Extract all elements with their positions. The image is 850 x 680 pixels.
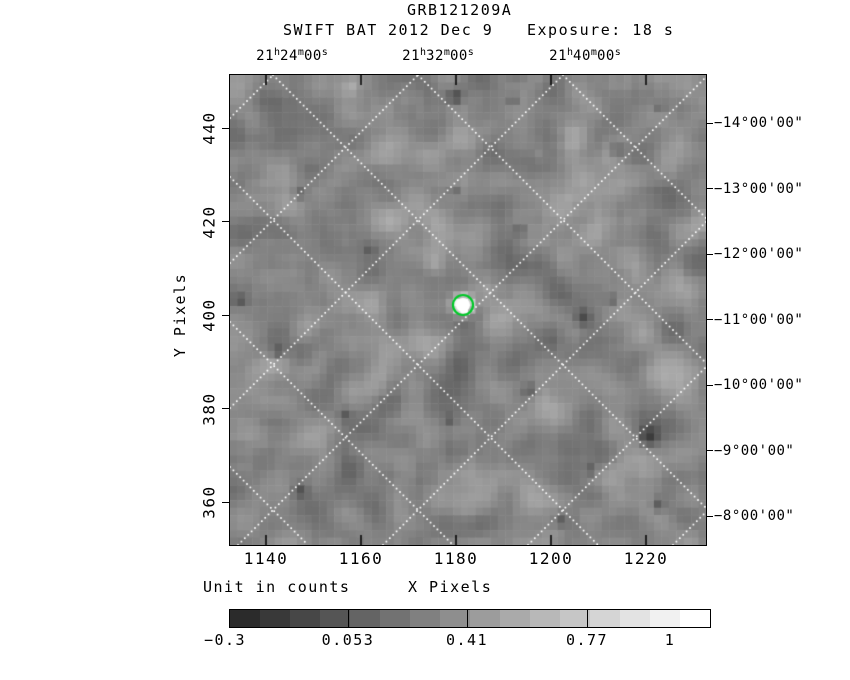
colorbar-segment (290, 610, 320, 627)
colorbar-tick (587, 610, 588, 627)
ra-value: 40 (573, 48, 591, 64)
ra-value: 21 (549, 48, 568, 64)
dec-axis-tick (706, 515, 713, 517)
x-tick-label: 1220 (623, 549, 669, 568)
y-axis-tick (222, 408, 229, 409)
y-tick-label: 440 (199, 111, 219, 145)
colorbar-tick (348, 610, 349, 627)
colorbar-segment (680, 610, 710, 627)
colorbar-tick-label: 0.77 (565, 631, 609, 649)
ra-value: 00 (449, 48, 468, 64)
ra-unit: m (297, 47, 304, 58)
ra-value: 21 (256, 48, 275, 64)
colorbar-segment (500, 610, 530, 627)
colorbar-segment (560, 610, 590, 627)
plot-title: GRB121209A (407, 1, 513, 19)
ra-value: 00 (596, 48, 615, 64)
ra-unit: m (590, 47, 597, 58)
y-tick-label: 380 (199, 391, 219, 426)
colorbar-segment (230, 610, 260, 627)
colorbar-segment (470, 610, 500, 627)
colorbar-segment (260, 610, 290, 627)
y-tick-label: 420 (199, 204, 219, 239)
ra-tick-label: 21h24m00s (256, 47, 328, 64)
ra-value: 24 (280, 48, 298, 64)
y-axis-tick (222, 221, 229, 222)
colorbar (229, 609, 711, 628)
ra-unit: s (467, 47, 474, 58)
dec-axis-tick (706, 122, 713, 124)
x-axis-title: X Pixels (408, 578, 493, 596)
colorbar-segment (440, 610, 470, 627)
y-tick-label: 360 (199, 485, 219, 519)
ra-tick-label: 21h40m00s (549, 47, 621, 64)
y-axis-tick (222, 501, 229, 503)
ra-value: 00 (303, 48, 322, 64)
x-tick-label: 1200 (528, 549, 574, 568)
ra-unit: h (274, 47, 281, 58)
colorbar-unit-label: Unit in counts (203, 578, 351, 596)
dec-axis-tick (706, 253, 713, 255)
dec-tick-label: −8°00'00" (714, 508, 795, 524)
colorbar-tick-label: 1 (664, 631, 676, 649)
dec-tick-label: −9°00'00" (714, 442, 795, 459)
ra-tick-label: 21h32m00s (402, 47, 474, 64)
x-tick-label: 1180 (433, 549, 479, 568)
colorbar-segment (530, 610, 560, 627)
x-tick-label: 1140 (243, 549, 289, 568)
dec-axis-tick (706, 188, 713, 189)
colorbar-tick (467, 610, 468, 627)
subtitle-instrument: SWIFT BAT (283, 21, 378, 39)
dec-axis-tick (706, 319, 713, 320)
dec-tick-label: −11°00'00" (714, 311, 804, 328)
colorbar-segment (350, 610, 380, 627)
dec-tick-label: −12°00'00" (714, 246, 804, 262)
colorbar-tick-label: 0.41 (445, 631, 489, 649)
subtitle-date: 2012 Dec 9 (388, 21, 494, 39)
ra-value: 32 (426, 48, 444, 64)
sky-image-canvas (230, 75, 706, 545)
colorbar-tick-label: 0.053 (321, 631, 375, 649)
ra-unit: m (443, 47, 450, 58)
x-tick-label: 1160 (338, 549, 384, 568)
ra-unit: h (420, 47, 427, 58)
y-axis-tick (222, 127, 229, 129)
colorbar-segment (410, 610, 440, 627)
y-tick-label: 400 (199, 298, 219, 332)
colorbar-segment (590, 610, 620, 627)
subtitle-exposure: Exposure: 18 s (527, 21, 675, 39)
ra-unit: s (321, 47, 328, 58)
dec-tick-label: −14°00'00" (714, 115, 804, 131)
colorbar-tick-label: −0.3 (203, 631, 247, 649)
colorbar-segment (380, 610, 410, 627)
dec-tick-label: −13°00'00" (714, 180, 804, 197)
dec-tick-label: −10°00'00" (714, 377, 804, 393)
colorbar-segment (620, 610, 650, 627)
plot-frame (229, 74, 707, 546)
y-axis-title: Y Pixels (171, 272, 189, 358)
colorbar-segment (320, 610, 350, 627)
y-axis-tick (222, 314, 229, 316)
ra-value: 21 (402, 48, 421, 64)
dec-axis-tick (706, 384, 713, 386)
colorbar-segment (650, 610, 680, 627)
ra-unit: h (567, 47, 574, 58)
dec-axis-tick (706, 450, 713, 451)
ra-unit: s (614, 47, 621, 58)
